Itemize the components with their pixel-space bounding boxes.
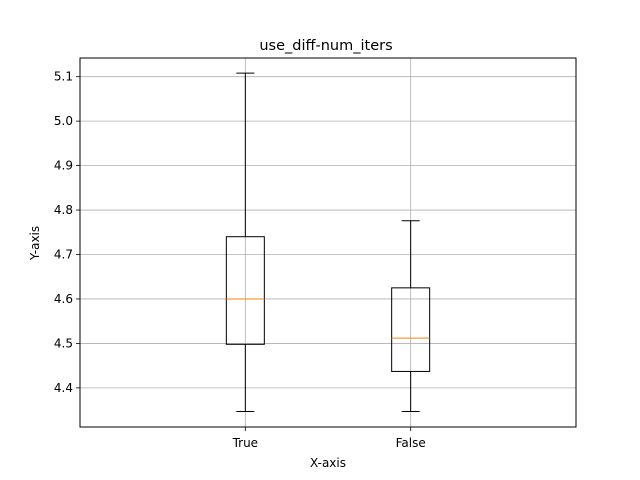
y-axis-label: Y-axis xyxy=(28,226,42,261)
y-tick-label: 4.8 xyxy=(54,203,73,217)
boxes xyxy=(225,72,431,412)
grid xyxy=(80,58,576,427)
y-tick-label: 4.5 xyxy=(54,336,73,350)
box-true xyxy=(225,72,265,412)
box-false xyxy=(391,220,431,412)
y-tick-label: 5.0 xyxy=(54,114,73,128)
x-axis-label: X-axis xyxy=(310,456,346,470)
y-tick-label: 4.4 xyxy=(54,381,73,395)
x-tick-label: True xyxy=(232,436,259,450)
y-tick-label: 4.7 xyxy=(54,248,73,262)
chart-title: use_diff-num_iters xyxy=(259,38,392,54)
iqr-box xyxy=(391,287,431,372)
plot-frame xyxy=(79,57,577,428)
y-tick-label: 5.1 xyxy=(54,70,73,84)
x-tick-label: False xyxy=(396,436,426,450)
x-axis-ticks: True False xyxy=(232,427,426,450)
iqr-box xyxy=(225,236,265,345)
y-tick-label: 4.6 xyxy=(54,292,73,306)
y-axis-ticks: 4.4 4.5 4.6 4.7 4.8 4.9 5.0 5.1 xyxy=(54,70,80,395)
y-tick-label: 4.9 xyxy=(54,159,73,173)
